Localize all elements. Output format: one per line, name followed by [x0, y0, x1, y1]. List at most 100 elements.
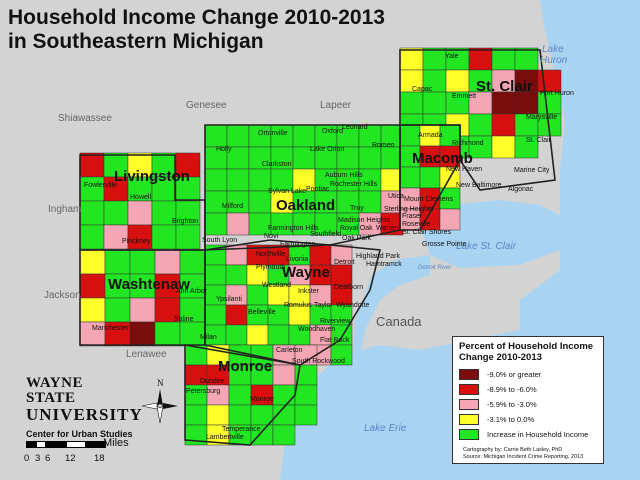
- municipality-cell: [79, 200, 105, 226]
- city-label: Riverview: [320, 318, 351, 325]
- municipality-cell: [104, 321, 131, 347]
- municipality-cell: [399, 47, 424, 71]
- municipality-cell: [228, 384, 252, 406]
- city-label: Grosse Pointe: [422, 241, 467, 248]
- city-label: Hamtramck: [366, 261, 402, 268]
- scale-bar: [26, 441, 106, 448]
- county-label-monroe: Monroe: [218, 358, 273, 375]
- scale-segment: [86, 441, 106, 448]
- city-label: Leonard: [342, 124, 368, 131]
- municipality-cell: [537, 69, 562, 93]
- city-label: Romulus: [284, 302, 312, 309]
- municipality-cell: [179, 249, 206, 275]
- municipality-cell: [179, 273, 206, 299]
- map-title-line-1: Household Income Change 2010-2013: [8, 6, 385, 29]
- municipality-cell: [79, 224, 105, 250]
- city-label: Sylvan Lake: [268, 188, 307, 195]
- municipality-cell: [225, 304, 248, 326]
- city-label: Monroe: [250, 396, 274, 403]
- municipality-cell: [439, 208, 461, 231]
- city-label: New Baltimore: [456, 182, 502, 189]
- city-label: Marine City: [514, 167, 550, 174]
- municipality-cell: [103, 200, 129, 226]
- city-label: Port Huron: [540, 90, 574, 97]
- municipality-cell: [294, 384, 318, 406]
- municipality-cell: [204, 212, 228, 236]
- county-label-washtenaw: Washtenaw: [108, 276, 190, 293]
- municipality-cell: [491, 135, 516, 159]
- municipality-cell: [358, 146, 382, 170]
- city-label: Novi: [264, 233, 279, 240]
- legend: Percent of Household Income Change 2010-…: [452, 336, 604, 464]
- scale-tick-label: 18: [94, 453, 105, 464]
- municipality-cell: [225, 324, 248, 346]
- water-label-detroit-river: Detroit River: [418, 265, 452, 271]
- municipality-cell: [103, 152, 129, 178]
- city-label: Lambertville: [206, 434, 244, 441]
- neighbor-label-ingham: Ingham: [48, 204, 82, 215]
- municipality-cell: [225, 264, 248, 286]
- municipality-cell: [422, 47, 447, 71]
- county-label-wayne: Wayne: [282, 264, 330, 281]
- city-label: Flat Rock: [320, 337, 350, 344]
- municipality-cell: [154, 297, 181, 323]
- neighbor-label-genesee: Genesee: [186, 100, 227, 111]
- municipality-cell: [204, 304, 227, 326]
- city-label: Clarkston: [262, 161, 292, 168]
- county-label-livingston: Livingston: [114, 168, 190, 185]
- city-label: Westland: [262, 282, 292, 289]
- municipality-cell: [151, 152, 177, 178]
- municipality-cell: [422, 91, 447, 115]
- legend-title: Percent of Household Income Change 2010-…: [459, 341, 594, 363]
- municipality-cell: [399, 166, 421, 189]
- wayne-state-logo: WAYNE STATE UNIVERSITY Center for Urban …: [26, 376, 143, 440]
- municipality-cell: [103, 224, 129, 250]
- scale-tick-label: 6: [45, 453, 51, 464]
- city-label: Carleton: [276, 347, 303, 354]
- municipality-cell: [104, 297, 131, 323]
- logo-line-2: UNIVERSITY: [26, 405, 143, 424]
- municipality-cell: [104, 273, 131, 299]
- city-label: Brighton: [172, 218, 199, 225]
- city-label: Mount Clemens: [404, 196, 454, 203]
- city-label: St. Clair Shores: [402, 229, 452, 236]
- municipality-cell: [309, 244, 332, 266]
- city-label: Rochester Hills: [330, 181, 378, 188]
- county-label-macomb: Macomb: [412, 150, 473, 167]
- city-label: Southfield: [310, 231, 342, 238]
- municipality-cell: [154, 249, 181, 275]
- municipality-cell: [79, 273, 106, 299]
- city-label: Madison Heights: [338, 217, 391, 224]
- city-label: Oak Park: [342, 235, 372, 242]
- municipality-cell: [175, 176, 201, 202]
- municipality-cell: [399, 91, 424, 115]
- city-label: Dundee: [200, 378, 225, 385]
- municipality-cell: [204, 264, 227, 286]
- municipality-cell: [79, 249, 106, 275]
- city-label: Farmington Hills: [268, 225, 319, 232]
- city-label: Troy: [350, 205, 364, 212]
- city-label: Howell: [130, 194, 152, 201]
- municipality-cell: [151, 200, 177, 226]
- municipality-cell: [419, 166, 441, 189]
- municipality-cell: [491, 47, 516, 71]
- municipality-cell: [330, 264, 353, 286]
- municipality-cell: [267, 324, 290, 346]
- neighbor-label-lapeer: Lapeer: [320, 100, 352, 111]
- scale-tick-label: 3: [35, 453, 41, 464]
- scale-unit-label: Miles: [103, 437, 129, 449]
- legend-swatch: [459, 429, 479, 440]
- city-label: Milford: [222, 203, 244, 210]
- county-label-oakland: Oakland: [276, 197, 336, 214]
- logo-line-3: Center for Urban Studies: [26, 429, 133, 439]
- municipality-cell: [79, 297, 106, 323]
- municipality-cell: [175, 200, 201, 226]
- north-label: N: [157, 378, 164, 388]
- municipality-cell: [206, 404, 230, 426]
- water-label-lake-huron-1: Lake: [542, 44, 564, 55]
- city-label: Emmett: [452, 93, 477, 100]
- legend-label: -3.1% to 0.0%: [487, 415, 535, 424]
- city-label: Plymouth: [256, 264, 286, 271]
- county-boundaries: [79, 49, 556, 446]
- municipality-cell: [127, 200, 153, 226]
